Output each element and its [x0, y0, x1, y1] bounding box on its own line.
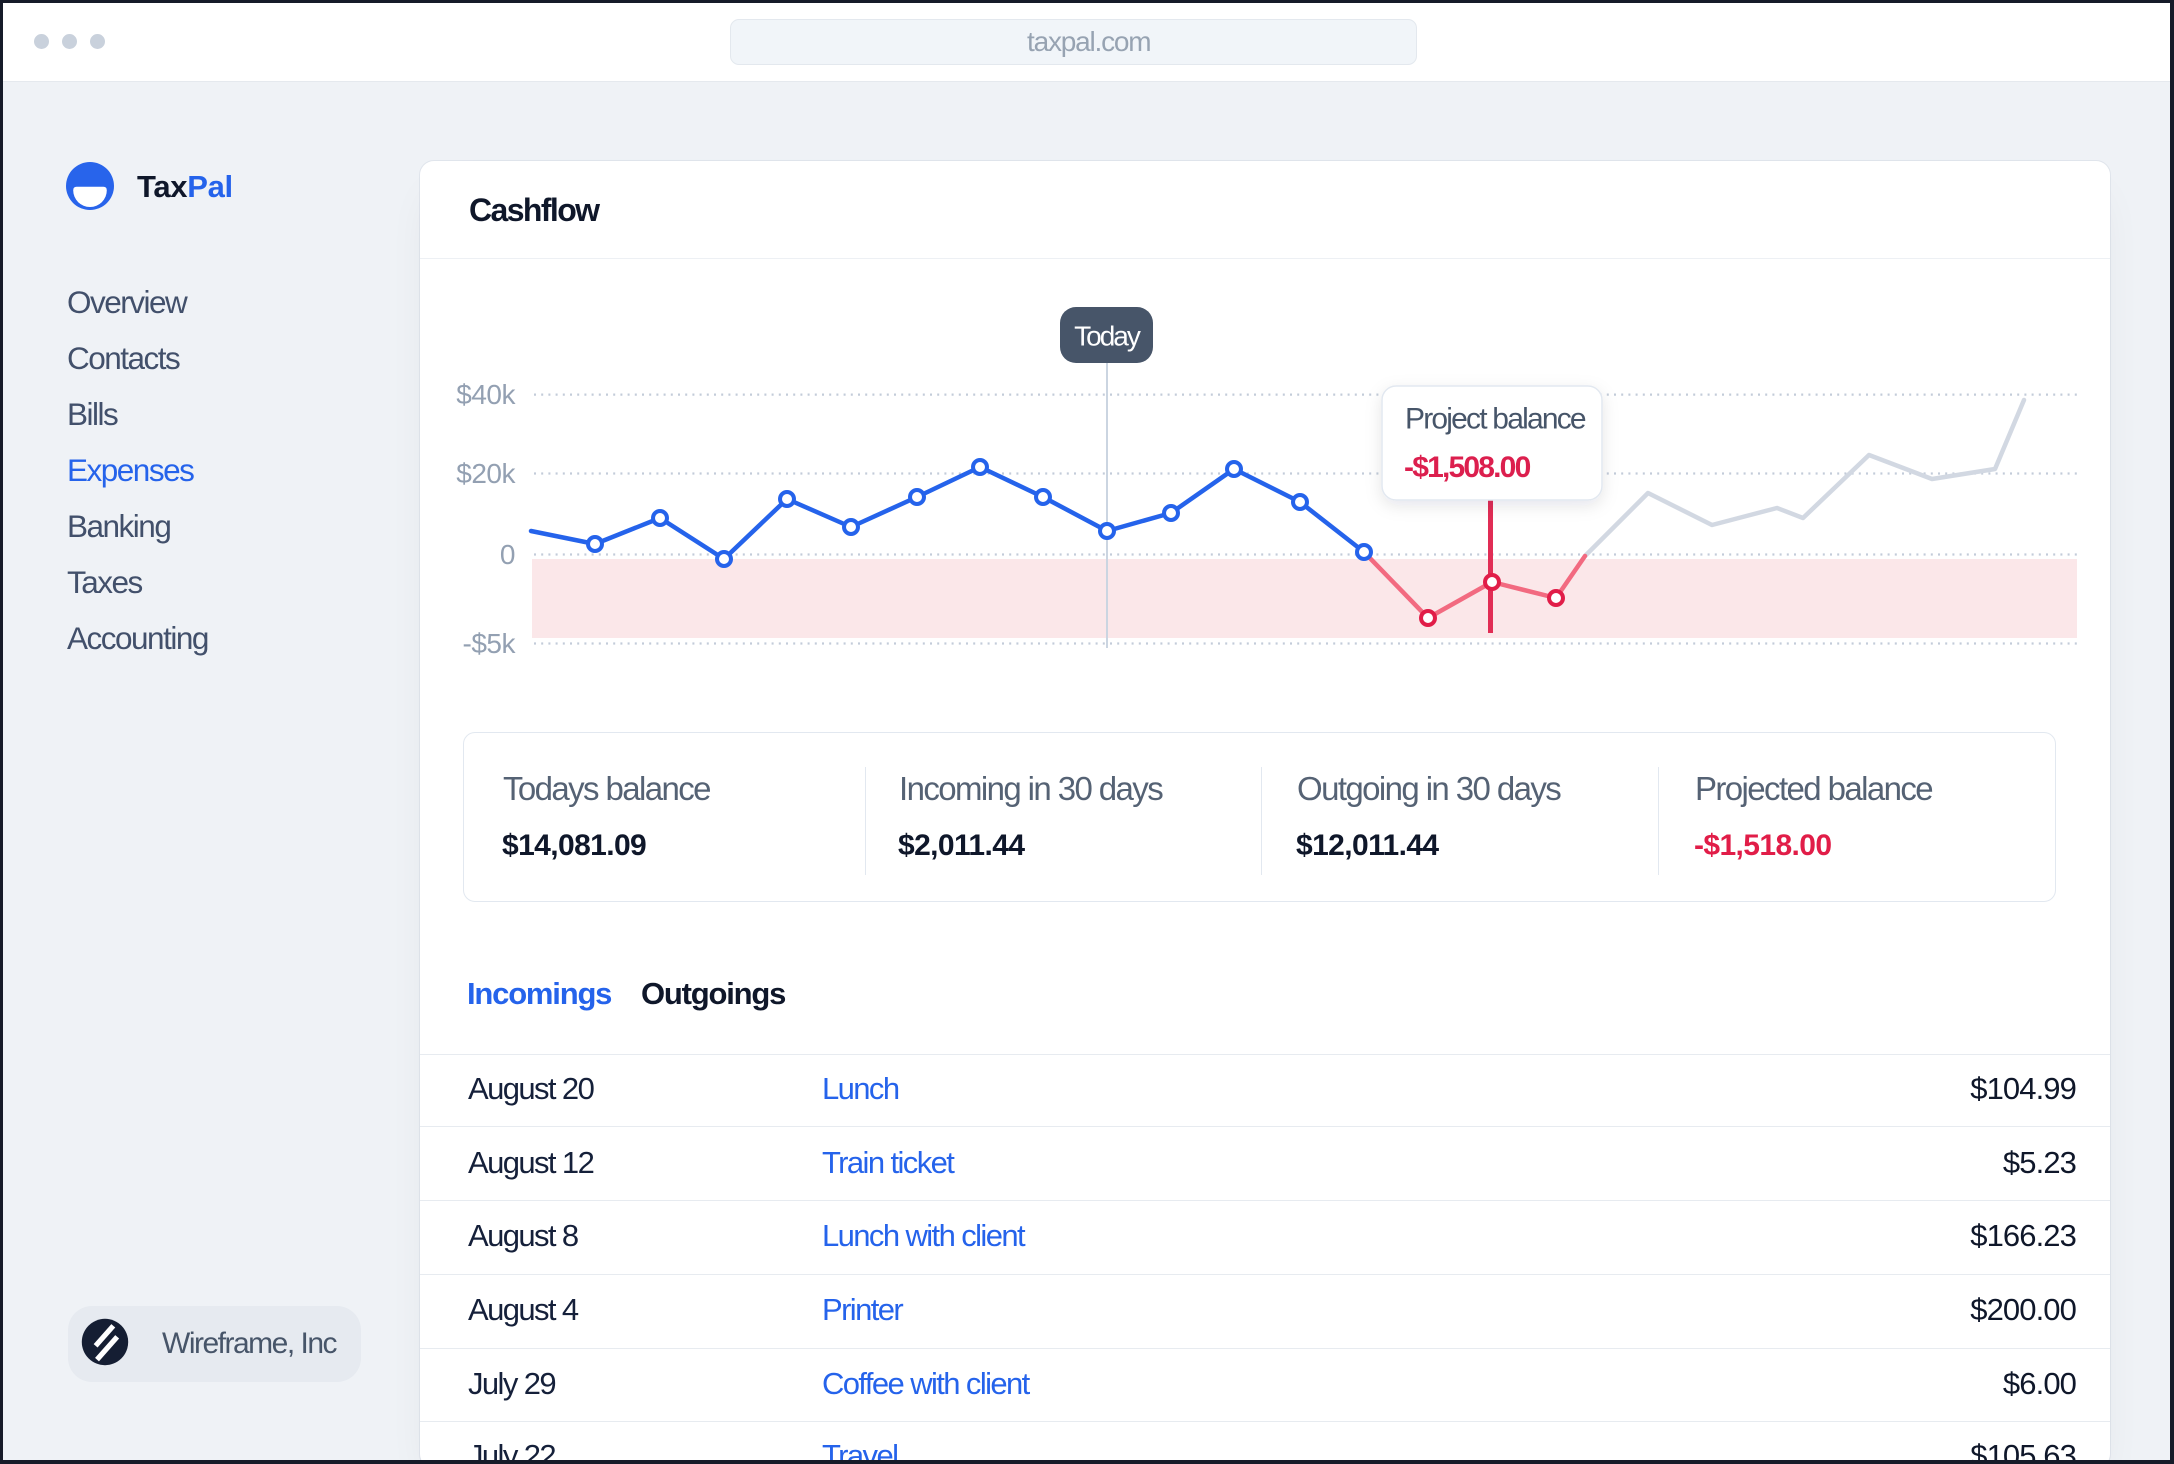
svg-text:-$5k: -$5k: [463, 628, 517, 659]
svg-text:Today: Today: [1074, 321, 1141, 352]
svg-text:$40k: $40k: [456, 379, 516, 410]
svg-text:$20k: $20k: [456, 458, 516, 489]
svg-text:0: 0: [500, 539, 515, 570]
svg-text:-$1,508.00: -$1,508.00: [1404, 451, 1531, 484]
svg-text:Project balance: Project balance: [1405, 403, 1586, 436]
